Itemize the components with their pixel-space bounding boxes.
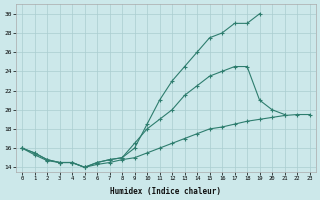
X-axis label: Humidex (Indice chaleur): Humidex (Indice chaleur) (110, 187, 221, 196)
